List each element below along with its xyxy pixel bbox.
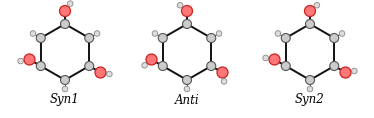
Circle shape: [36, 34, 45, 42]
Circle shape: [181, 6, 193, 17]
Text: Anti: Anti: [175, 93, 199, 107]
Circle shape: [67, 1, 73, 6]
Circle shape: [330, 34, 339, 42]
Circle shape: [263, 55, 269, 61]
Circle shape: [95, 67, 106, 78]
Circle shape: [36, 61, 45, 70]
Circle shape: [306, 76, 315, 84]
Circle shape: [314, 2, 320, 8]
Circle shape: [207, 61, 216, 70]
Circle shape: [85, 61, 94, 70]
Circle shape: [216, 31, 222, 36]
Circle shape: [207, 34, 216, 42]
Circle shape: [352, 68, 357, 74]
Circle shape: [281, 61, 290, 70]
Circle shape: [217, 67, 228, 78]
Circle shape: [340, 67, 351, 78]
Circle shape: [158, 61, 167, 70]
Circle shape: [85, 34, 94, 42]
Circle shape: [142, 63, 147, 68]
Circle shape: [94, 31, 100, 36]
Circle shape: [158, 34, 167, 42]
Circle shape: [330, 61, 339, 70]
Circle shape: [18, 58, 24, 64]
Circle shape: [275, 31, 281, 36]
Circle shape: [306, 19, 315, 29]
Circle shape: [146, 54, 157, 65]
Circle shape: [61, 76, 70, 84]
Circle shape: [183, 19, 191, 29]
Circle shape: [24, 54, 35, 65]
Circle shape: [281, 34, 290, 42]
Circle shape: [59, 6, 71, 17]
Circle shape: [62, 86, 68, 92]
Circle shape: [152, 31, 158, 36]
Circle shape: [221, 79, 227, 84]
Circle shape: [107, 71, 112, 77]
Text: Syn2: Syn2: [295, 93, 325, 107]
Circle shape: [307, 86, 313, 92]
Circle shape: [339, 31, 345, 36]
Text: Syn1: Syn1: [50, 93, 80, 107]
Circle shape: [30, 31, 36, 36]
Circle shape: [184, 86, 190, 92]
Circle shape: [61, 19, 70, 29]
Circle shape: [304, 6, 316, 17]
Circle shape: [269, 54, 280, 65]
Circle shape: [183, 76, 191, 84]
Circle shape: [177, 2, 183, 8]
